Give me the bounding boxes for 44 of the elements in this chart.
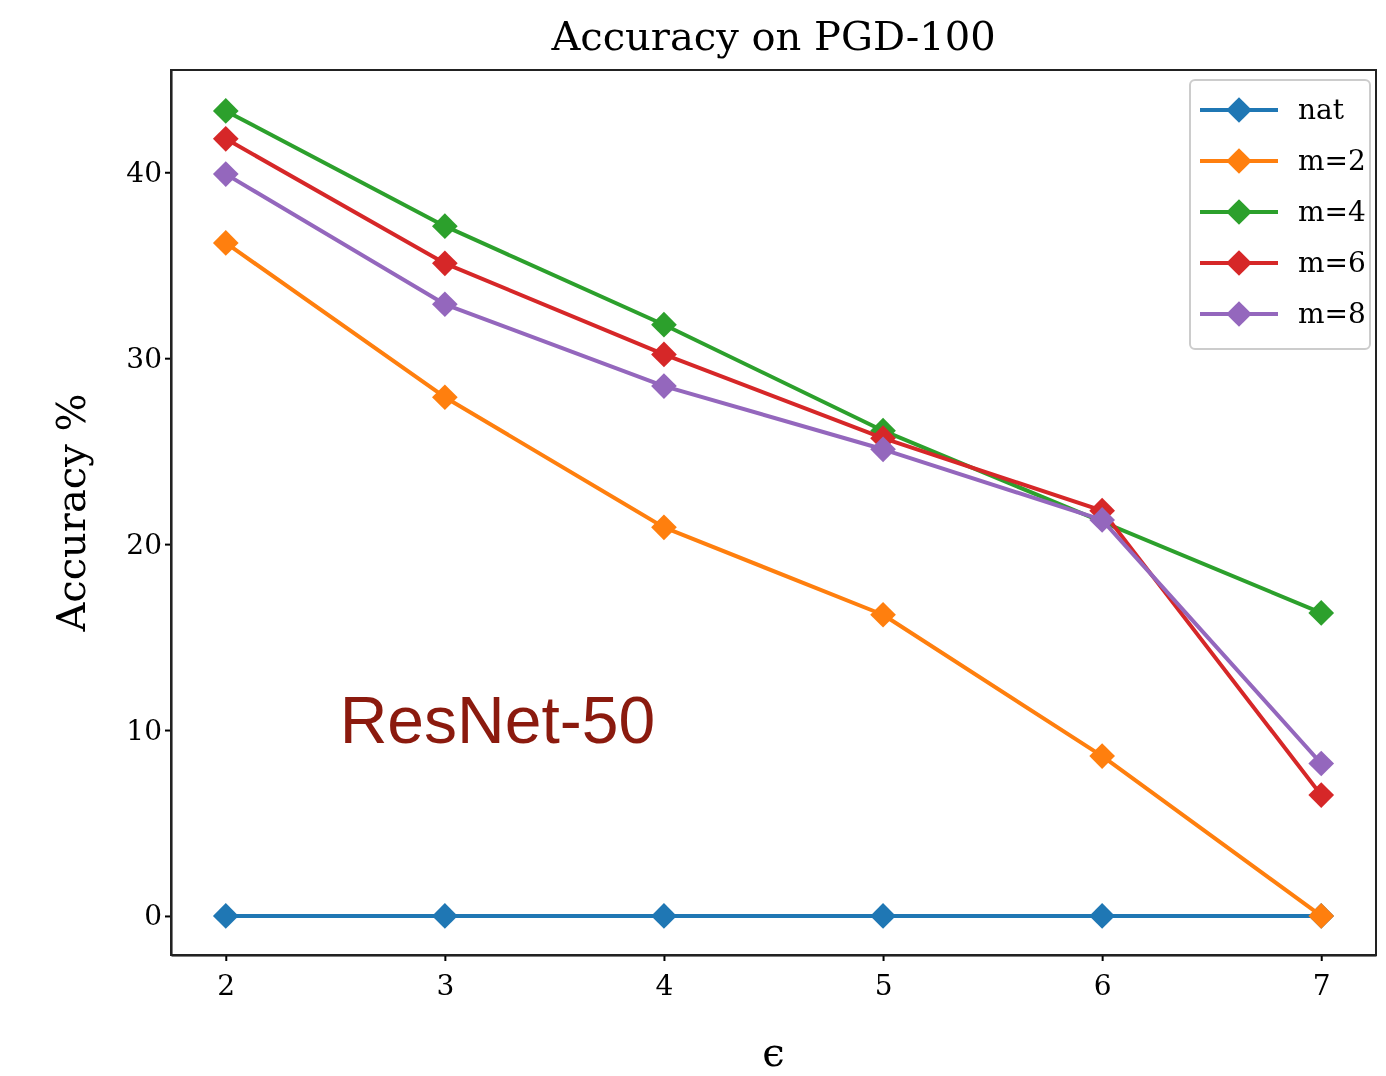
point xyxy=(870,436,896,463)
point xyxy=(212,230,239,256)
point xyxy=(212,161,239,187)
x-tick-label: 6 xyxy=(1093,968,1112,1002)
legend-label: m=2 xyxy=(1298,144,1366,177)
annotation: ResNet-50 xyxy=(339,682,656,757)
point xyxy=(870,601,896,628)
point xyxy=(212,98,239,124)
point xyxy=(1089,903,1115,929)
y-tick-label: 10 xyxy=(126,713,162,747)
x-axis-title: ϵ xyxy=(762,1029,785,1075)
point xyxy=(1089,743,1115,769)
x-tick-label: 2 xyxy=(217,968,236,1002)
point xyxy=(1308,782,1335,808)
x-tick-label: 7 xyxy=(1312,968,1331,1002)
x-tick-label: 5 xyxy=(874,968,893,1002)
point xyxy=(651,311,677,338)
point xyxy=(870,903,896,929)
point xyxy=(651,373,677,399)
x-tick-label: 4 xyxy=(655,968,674,1002)
legend-label: m=8 xyxy=(1298,297,1366,330)
x-tick-label: 3 xyxy=(436,968,455,1002)
point xyxy=(432,903,458,929)
point xyxy=(432,250,458,277)
y-tick-label: 20 xyxy=(126,527,162,561)
point xyxy=(1308,750,1335,777)
point xyxy=(651,514,677,541)
point xyxy=(651,341,677,368)
chart-title: Accuracy on PGD-100 xyxy=(550,13,996,59)
y-tick-label: 30 xyxy=(126,341,162,375)
legend-label: m=4 xyxy=(1298,195,1366,228)
legend-label: m=6 xyxy=(1298,246,1366,279)
y-tick-label: 0 xyxy=(144,899,162,933)
point xyxy=(1308,600,1335,626)
point xyxy=(212,903,239,929)
point xyxy=(212,125,239,152)
point xyxy=(432,213,458,240)
y-axis-title: Accuracy % xyxy=(48,393,94,633)
point xyxy=(432,384,458,411)
point xyxy=(1089,507,1115,533)
legend-label: nat xyxy=(1298,93,1345,126)
y-tick-label: 40 xyxy=(126,155,162,189)
point xyxy=(651,903,677,929)
point xyxy=(432,291,458,318)
